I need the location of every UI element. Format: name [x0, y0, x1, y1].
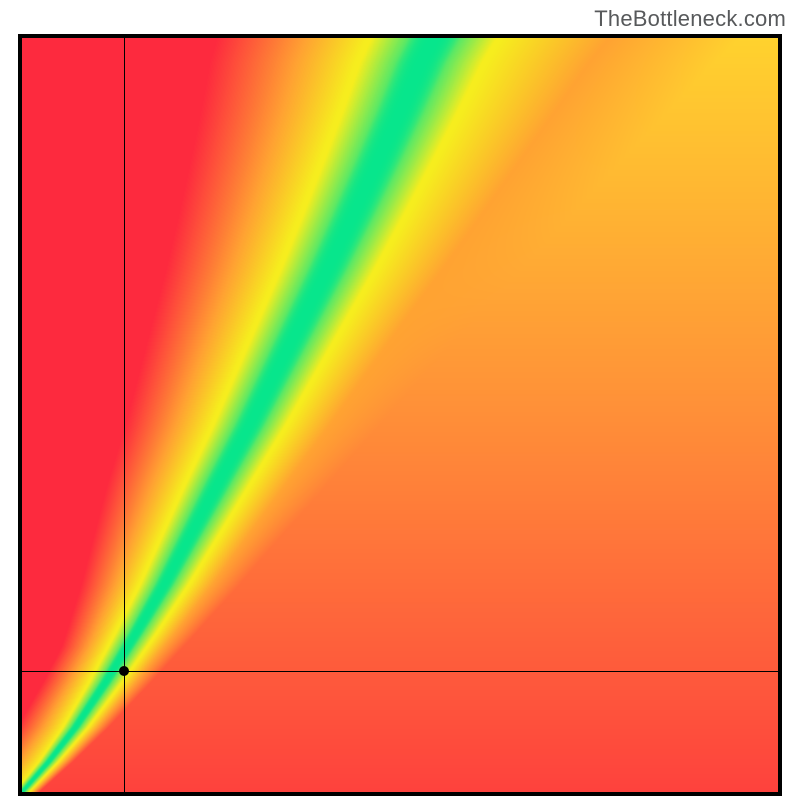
- selection-marker: [119, 666, 129, 676]
- plot-area: [22, 38, 778, 792]
- crosshair-vertical: [124, 38, 125, 792]
- crosshair-horizontal: [22, 671, 778, 672]
- chart-container: TheBottleneck.com: [0, 0, 800, 800]
- heatmap-canvas: [22, 38, 778, 792]
- watermark-label: TheBottleneck.com: [594, 6, 786, 32]
